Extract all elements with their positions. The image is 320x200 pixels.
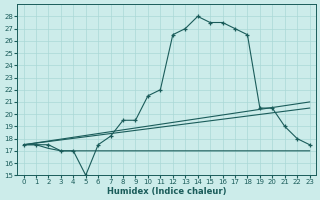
X-axis label: Humidex (Indice chaleur): Humidex (Indice chaleur) — [107, 187, 226, 196]
